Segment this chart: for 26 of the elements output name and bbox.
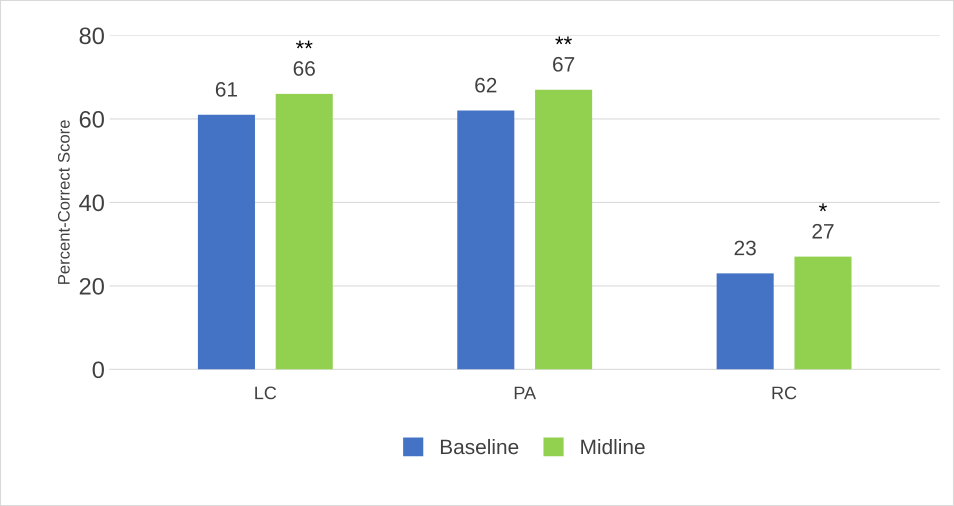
data-label: 67	[553, 56, 574, 72]
x-tick-label: PA	[514, 386, 536, 400]
data-label: 27	[812, 224, 834, 238]
x-tick-label: LC	[255, 386, 276, 400]
y-tick-label: 40	[79, 194, 104, 212]
annotation: *	[819, 203, 827, 212]
y-axis-title: Percent-Correct Score	[58, 120, 70, 284]
legend-label: Baseline	[440, 438, 518, 454]
data-label: 66	[294, 61, 315, 76]
legend-label: Midline	[581, 438, 645, 454]
bar	[198, 114, 255, 370]
y-tick-label: 60	[80, 110, 104, 128]
data-label: 62	[475, 78, 496, 93]
y-tick-label: 80	[80, 27, 104, 44]
bar	[716, 273, 774, 370]
bar	[276, 94, 333, 370]
x-tick-label: RC	[772, 386, 796, 400]
y-tick-label: 0	[92, 361, 104, 378]
annotation: **	[555, 36, 572, 44]
annotation: **	[296, 40, 313, 48]
data-label: 61	[216, 82, 237, 97]
bar	[794, 256, 852, 370]
data-label: 23	[734, 240, 756, 256]
y-tick-label: 20	[80, 278, 104, 295]
bar	[457, 110, 514, 370]
bar	[535, 90, 592, 370]
